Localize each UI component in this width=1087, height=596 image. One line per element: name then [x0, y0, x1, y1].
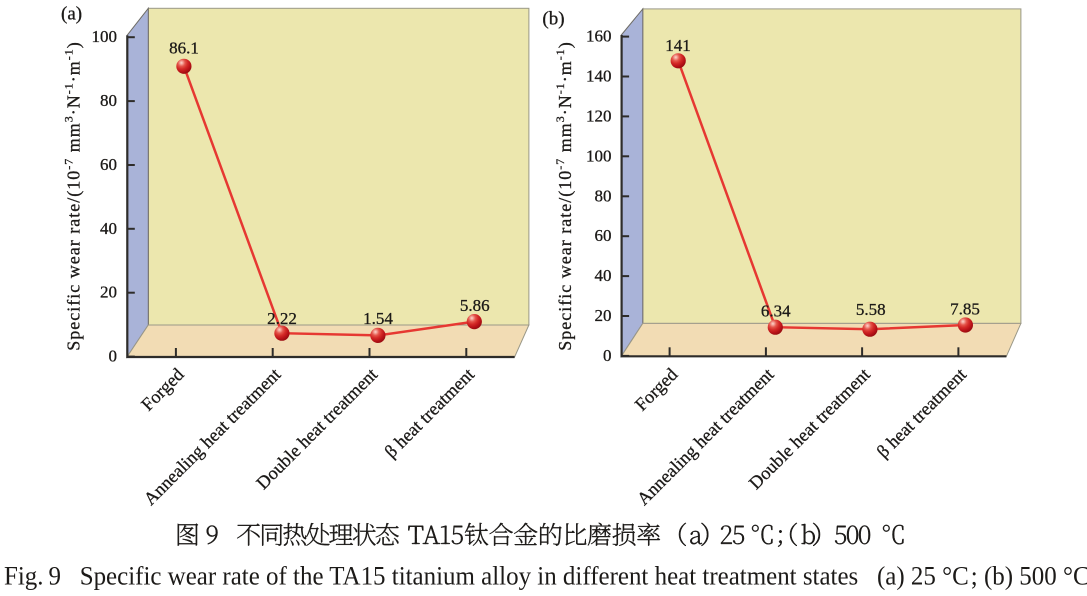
svg-text:0: 0 [109, 347, 118, 366]
svg-text:6.34: 6.34 [761, 302, 791, 321]
svg-text:80: 80 [595, 186, 612, 205]
svg-text:140: 140 [586, 67, 612, 86]
svg-text:100: 100 [586, 146, 612, 165]
svg-text:Specific wear rate/(10-7 mm3·N: Specific wear rate/(10-7 mm3·N-1·m-1) [62, 41, 85, 350]
svg-text:Forged: Forged [137, 364, 188, 415]
svg-text:7.85: 7.85 [950, 300, 980, 319]
svg-text:β heat treatment: β heat treatment [873, 364, 971, 462]
svg-text:1.54: 1.54 [363, 309, 393, 328]
svg-text:120: 120 [586, 106, 612, 125]
svg-text:(b): (b) [542, 9, 564, 30]
svg-text:5.58: 5.58 [856, 300, 886, 319]
svg-text:Forged: Forged [631, 364, 682, 415]
svg-text:2.22: 2.22 [267, 309, 297, 328]
svg-text:Specific wear rate/(10-7 mm3·N: Specific wear rate/(10-7 mm3·N-1·m-1) [553, 41, 576, 350]
svg-text:40: 40 [595, 266, 612, 285]
svg-text:20: 20 [595, 306, 612, 325]
svg-text:60: 60 [100, 155, 117, 174]
svg-text:5.86: 5.86 [460, 296, 490, 315]
svg-text:80: 80 [100, 91, 117, 110]
svg-text:40: 40 [100, 219, 117, 238]
svg-text:86.1: 86.1 [169, 39, 199, 58]
svg-text:141: 141 [665, 36, 691, 55]
svg-text:(a): (a) [61, 4, 82, 25]
svg-text:160: 160 [586, 27, 612, 46]
svg-text:100: 100 [92, 27, 118, 46]
svg-text:0: 0 [603, 346, 612, 365]
svg-text:20: 20 [100, 283, 117, 302]
svg-text:β heat treatment: β heat treatment [381, 364, 479, 462]
svg-text:60: 60 [595, 226, 612, 245]
